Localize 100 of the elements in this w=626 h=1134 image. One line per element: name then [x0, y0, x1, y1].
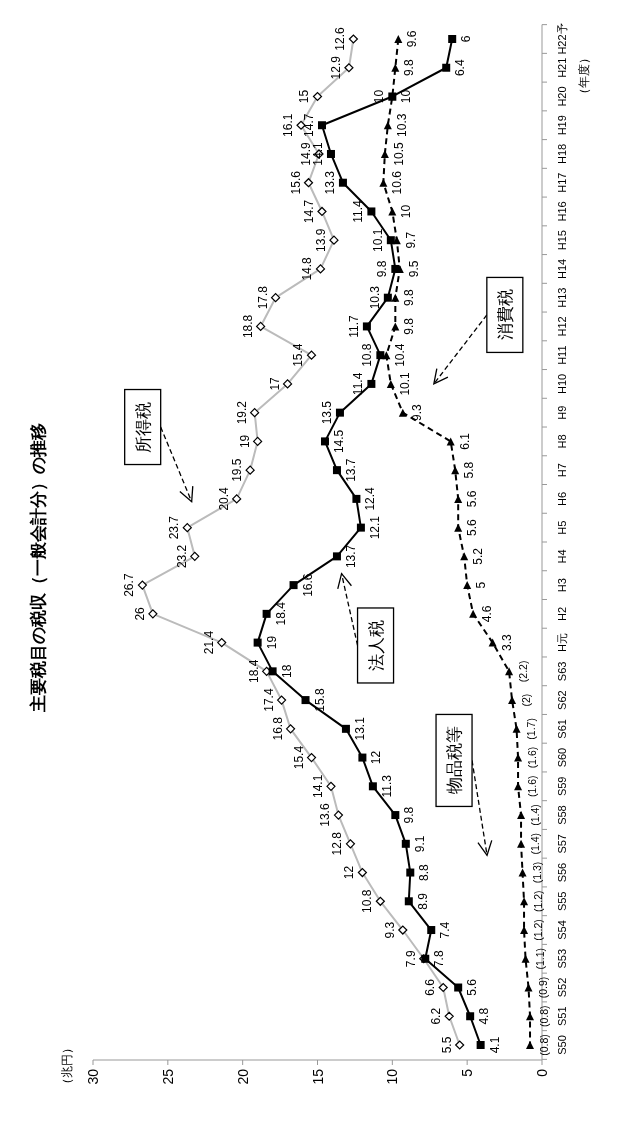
- data-label: 6.1: [457, 432, 472, 450]
- data-label: 12.6: [333, 27, 348, 51]
- data-label: 14.7: [301, 199, 316, 224]
- data-label: 11.4: [351, 199, 366, 223]
- data-label: 8.9: [415, 892, 430, 910]
- data-label: (1.2): [532, 919, 545, 941]
- data-label: 5.8: [462, 461, 477, 479]
- data-label: 9.8: [402, 289, 417, 307]
- y-tick-label: H21: [556, 57, 568, 78]
- data-label: 10: [399, 204, 414, 219]
- data-label: (1.2): [532, 890, 545, 913]
- y-tick-label: S56: [556, 862, 568, 883]
- data-label: 9.6: [405, 30, 420, 48]
- data-label: (0.8): [538, 1034, 551, 1056]
- y-tick-label: S52: [556, 977, 568, 998]
- data-label: 10.3: [394, 113, 409, 137]
- data-label: 13.7: [343, 458, 358, 482]
- data-label: 10.1: [397, 371, 412, 396]
- data-label: 4.1: [487, 1036, 502, 1054]
- data-label: 5.5: [439, 1036, 454, 1054]
- data-label: (2.2): [517, 660, 530, 683]
- y-tick-label: H11: [556, 345, 568, 365]
- annotation: 消費税: [495, 289, 515, 341]
- data-label: 14.7: [301, 113, 316, 137]
- y-tick-label: H12: [556, 316, 568, 337]
- data-label: 17.4: [261, 688, 276, 712]
- data-label: 9.5: [406, 260, 421, 278]
- data-label: (0.8): [538, 1005, 551, 1028]
- data-label: 4.8: [477, 1007, 492, 1025]
- data-label: (1.6): [526, 746, 539, 769]
- data-label: 8.8: [417, 863, 432, 881]
- data-label: 16.6: [300, 573, 315, 597]
- y-tick-label: H14: [556, 258, 568, 280]
- x-tick-label: 25: [159, 1068, 176, 1085]
- y-axis-title: （年度）: [577, 51, 591, 100]
- data-label: 10: [399, 89, 414, 104]
- annotation: 物品税等: [445, 726, 465, 795]
- y-tick-label: S57: [556, 834, 568, 854]
- y-tick-label: S58: [556, 805, 568, 825]
- y-tick-label: S50: [556, 1035, 568, 1055]
- data-label: 18.4: [246, 659, 261, 684]
- y-tick-label: H7: [556, 463, 568, 478]
- data-label: 6.4: [453, 59, 468, 77]
- x-tick-label: 10: [384, 1068, 401, 1085]
- data-label: 15.8: [312, 688, 327, 712]
- x-tick-label: 15: [309, 1068, 326, 1085]
- data-label: 9.8: [402, 59, 417, 77]
- data-label: 23.2: [174, 544, 189, 569]
- data-label: 15.4: [291, 343, 306, 367]
- data-label: (0.9): [536, 976, 549, 999]
- y-tick-label: H9: [556, 405, 568, 420]
- y-tick-label: H8: [556, 434, 568, 449]
- data-label: 16.8: [270, 716, 285, 741]
- data-label: 13.3: [322, 170, 337, 195]
- data-label: 3.3: [499, 633, 514, 651]
- data-label: (1.4): [529, 833, 542, 855]
- y-tick-label: S61: [556, 719, 568, 739]
- y-tick-label: S63: [556, 661, 568, 682]
- data-label: 12: [342, 865, 357, 880]
- y-tick-label: H4: [556, 549, 568, 564]
- data-label: 26: [132, 606, 147, 621]
- x-tick-label: 5: [459, 1068, 476, 1077]
- y-tick-label: H10: [556, 373, 568, 395]
- data-label: 14.1: [310, 774, 325, 798]
- data-label: 6.6: [423, 978, 438, 996]
- x-tick-label: 30: [85, 1068, 101, 1085]
- data-label: 18.4: [273, 601, 288, 626]
- y-tick-label: H16: [556, 201, 568, 222]
- data-label: (1.4): [529, 804, 542, 826]
- y-tick-label: H5: [556, 520, 568, 535]
- data-label: 10.8: [360, 343, 375, 367]
- data-label: (1.3): [530, 861, 543, 884]
- data-label: 9.3: [382, 921, 397, 939]
- data-label: 5.6: [465, 518, 480, 536]
- y-tick-label: S59: [556, 776, 568, 797]
- data-label: 10.6: [390, 170, 405, 195]
- data-label: 11.4: [351, 372, 366, 396]
- y-tick-label: H6: [556, 491, 568, 506]
- y-tick-label: S62: [556, 690, 568, 710]
- data-label: 7.9: [403, 950, 418, 968]
- data-label: 11.3: [379, 774, 394, 798]
- data-label: 18.8: [240, 314, 255, 339]
- y-tick-label: H15: [556, 230, 568, 251]
- data-label: 13.7: [343, 544, 358, 569]
- data-label: 14.1: [310, 141, 325, 166]
- data-label: 14.8: [300, 256, 315, 281]
- data-label: 6: [459, 35, 474, 43]
- data-label: 14.5: [331, 429, 346, 454]
- data-label: 10.4: [393, 343, 408, 367]
- text: 主要税目の税収（一般会計分）の推移: [29, 422, 48, 713]
- y-tick-label: S55: [556, 891, 568, 912]
- data-label: 15.4: [291, 745, 306, 770]
- data-label: (1.1): [533, 947, 546, 970]
- data-label: 13.9: [313, 228, 328, 252]
- data-label: (1.7): [524, 718, 537, 740]
- data-label: (2): [520, 693, 533, 707]
- data-label: (1.6): [526, 775, 539, 798]
- data-label: 7.8: [432, 950, 447, 968]
- data-label: 6.2: [429, 1007, 444, 1025]
- data-label: 12.1: [367, 515, 382, 540]
